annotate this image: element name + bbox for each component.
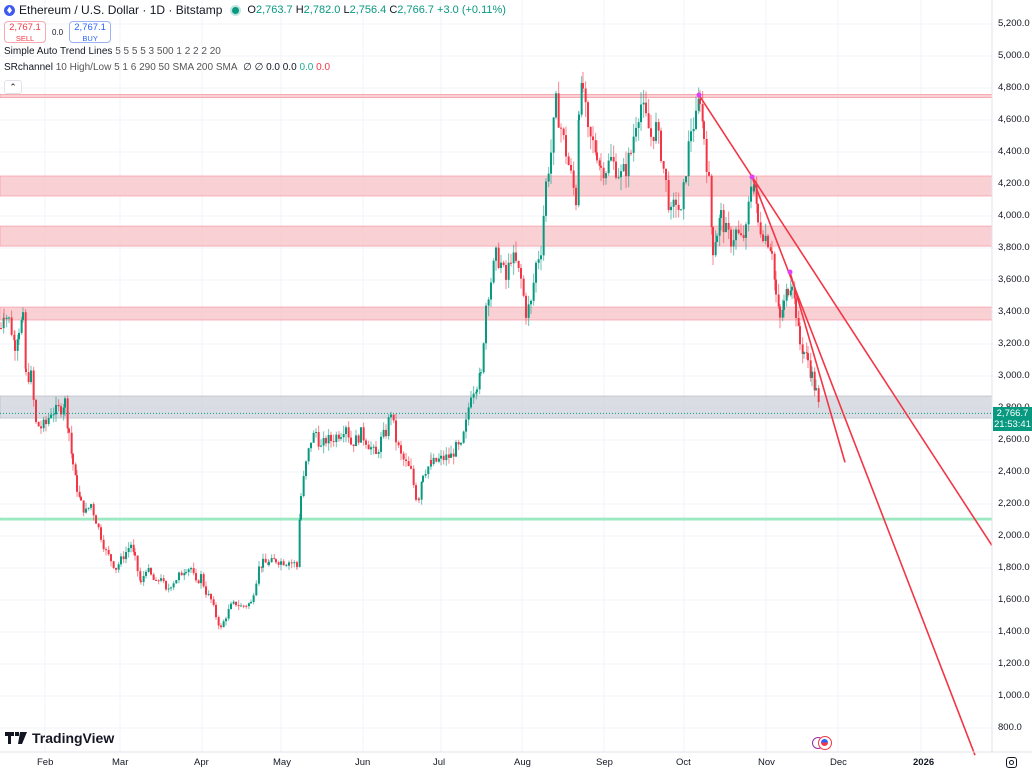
price-tick-label: 2,200.0: [998, 498, 1030, 509]
price-tick-label: 3,600.0: [998, 274, 1030, 285]
ohlc-values: O2,763.7 H2,782.0 L2,756.4 C2,766.7 +3.0…: [247, 4, 506, 16]
economic-events[interactable]: [812, 736, 832, 750]
symbol-title[interactable]: Ethereum / U.S. Dollar · 1D · Bitstamp: [19, 3, 223, 17]
last-price-tag: 2,766.7 21:53:41: [993, 407, 1032, 431]
axis-settings-icon[interactable]: [1006, 757, 1017, 768]
price-change: +3.0 (+0.11%): [437, 4, 506, 16]
time-tick-label: Feb: [37, 757, 54, 768]
chevron-up-icon: ⌃: [9, 82, 17, 92]
price-tick-label: 5,200.0: [998, 18, 1030, 29]
price-tick-label: 1,600.0: [998, 594, 1030, 605]
chart-legend: Ethereum / U.S. Dollar · 1D · Bitstamp O…: [4, 2, 506, 76]
price-tick-label: 4,600.0: [998, 114, 1030, 125]
spread-value: 0.0: [52, 27, 64, 37]
price-tick-label: 1,200.0: [998, 658, 1030, 669]
time-tick-label: Jun: [355, 757, 371, 768]
time-tick-label: Nov: [758, 757, 775, 768]
time-tick-label: Apr: [194, 757, 209, 768]
us-flag-event-icon[interactable]: [818, 736, 832, 750]
time-tick-label: Mar: [112, 757, 129, 768]
tradingview-logo-icon: [5, 732, 27, 744]
time-tick-label: Sep: [596, 757, 613, 768]
time-tick-label: Jul: [433, 757, 446, 768]
tradingview-logo[interactable]: TradingView: [5, 730, 114, 746]
time-tick-label: Aug: [514, 757, 531, 768]
ethereum-icon: [4, 4, 15, 16]
time-tick-label: 2026: [913, 757, 935, 768]
indicator-trend-lines[interactable]: Simple Auto Trend Lines 5 5 5 5 3 500 1 …: [4, 46, 221, 57]
price-tick-label: 4,800.0: [998, 82, 1030, 93]
price-tick-label: 3,800.0: [998, 242, 1030, 253]
price-tick-label: 3,000.0: [998, 370, 1030, 381]
price-tick-label: 3,400.0: [998, 306, 1030, 317]
time-tick-label: May: [273, 757, 291, 768]
price-tick-label: 1,400.0: [998, 626, 1030, 637]
market-status-icon: [232, 6, 240, 14]
price-tick-label: 4,200.0: [998, 178, 1030, 189]
price-tick-label: 3,200.0: [998, 338, 1030, 349]
time-tick-label: Dec: [830, 757, 847, 768]
price-tick-label: 1,000.0: [998, 690, 1030, 701]
price-tick-label: 2,000.0: [998, 530, 1030, 541]
buy-button[interactable]: 2,767.1 BUY: [69, 21, 112, 43]
indicator-srchannel[interactable]: SRchannel 10 High/Low 5 1 6 290 50 SMA 2…: [4, 62, 331, 73]
sell-button[interactable]: 2,767.1 SELL: [4, 21, 46, 43]
collapse-legend-button[interactable]: ⌃: [4, 80, 22, 94]
price-tick-label: 4,000.0: [998, 210, 1030, 221]
price-tick-label: 800.0: [998, 722, 1022, 733]
price-tick-label: 1,800.0: [998, 562, 1030, 573]
price-tick-label: 2,600.0: [998, 434, 1030, 445]
price-tick-label: 4,400.0: [998, 146, 1030, 157]
time-tick-label: Oct: [676, 757, 691, 768]
price-tick-label: 5,000.0: [998, 50, 1030, 61]
price-tick-label: 2,400.0: [998, 466, 1030, 477]
